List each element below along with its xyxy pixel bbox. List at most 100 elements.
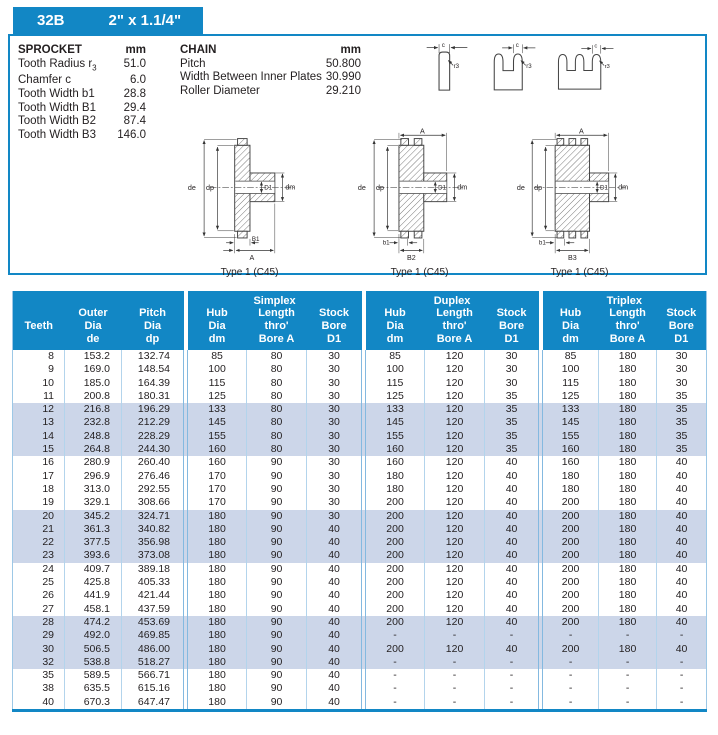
- dim-label: B3: [568, 254, 577, 262]
- table-cell: 115: [562, 376, 579, 389]
- spec-row: Width Between Inner Plates 30.990: [180, 71, 361, 85]
- dim-label: dm: [285, 184, 295, 192]
- table-cell: -: [542, 655, 599, 670]
- column-gap: [361, 469, 367, 483]
- table-cell: 180: [187, 615, 247, 630]
- table-cell: 180: [598, 522, 657, 537]
- table-cell: 566.71: [120, 669, 184, 683]
- column-gap: [183, 562, 189, 577]
- table-cell: 80: [246, 403, 307, 417]
- table-row: 20 345.2 324.71 180 90 30 200 120 40 200 180 40: [12, 509, 707, 523]
- triplex-section-drawing: A de dp D1 dm: [517, 127, 628, 262]
- table-cell: 40: [484, 469, 539, 483]
- table-cell: 40: [42, 695, 54, 708]
- sprocket-section-duplex-diagram: A de dp D1 dm: [352, 126, 487, 278]
- table-cell: 180: [598, 576, 657, 590]
- column-gap: [361, 403, 367, 417]
- table-cell: 90: [246, 469, 307, 483]
- column-gap: [538, 655, 544, 670]
- table-cell: 120: [424, 576, 485, 590]
- spec-label: Chamfer c: [18, 74, 72, 87]
- spec-label: Tooth Radius r3: [18, 57, 97, 72]
- spec-label: Tooth Width B3: [18, 128, 96, 141]
- spec-label: Roller Diameter: [180, 84, 260, 97]
- dim-label: dm: [618, 184, 628, 192]
- table-cell: 30: [306, 496, 362, 510]
- table-cell: 180: [598, 416, 657, 430]
- table-cell: 200.8: [64, 389, 122, 404]
- header-gap: [538, 307, 543, 350]
- table-cell: 40: [656, 615, 707, 630]
- table-cell: 437.59: [120, 602, 184, 616]
- column-gap: [183, 403, 189, 417]
- sprocket-dimension-table: Simplex Duplex Triplex Teeth Outer Dia de Pi…: [12, 291, 708, 713]
- table-row: 26 441.9 421.44 180 90 40 200 120 40 200 180 40: [13, 589, 707, 603]
- table-cell: 180: [208, 602, 226, 615]
- header-label-row: Teeth Outer Dia de Pitch Dia dp Hub Dia dm Length t…: [12, 307, 707, 350]
- table-cell: 115: [386, 376, 404, 389]
- table-cell: 90: [246, 642, 307, 656]
- table-cell: 180: [598, 602, 657, 616]
- column-gap: [183, 363, 189, 377]
- table-cell: 80: [246, 416, 307, 430]
- table-cell: 133: [542, 403, 599, 417]
- table-cell: 180: [561, 482, 580, 495]
- table-row: 29 492.0 469.85 180 90 40- - - - - -: [12, 629, 707, 643]
- table-cell: 180: [208, 562, 226, 575]
- column-gap: [538, 496, 544, 510]
- table-cell: 200: [542, 522, 599, 537]
- table-cell: 232.8: [64, 416, 122, 430]
- table-cell: -: [656, 669, 707, 683]
- table-cell: 32: [12, 655, 65, 670]
- table-cell: 29: [12, 629, 65, 643]
- table-cell: 200: [561, 589, 580, 602]
- table-cell: 80: [246, 363, 307, 377]
- table-cell: 30: [306, 416, 362, 430]
- table-cell: 185.0: [64, 376, 122, 390]
- column-gap: [538, 376, 544, 390]
- spec-label: Width Between Inner Plates: [180, 71, 322, 84]
- column-gap: [538, 429, 544, 444]
- table-cell: -: [424, 629, 485, 643]
- table-cell: 180: [187, 655, 247, 670]
- table-cell: 486.00: [120, 642, 184, 656]
- dim-label: de: [188, 184, 196, 192]
- sprocket-title: SPROCKET: [18, 44, 82, 56]
- header-gap: [183, 291, 188, 307]
- table-cell: 15: [12, 443, 65, 457]
- chain-size: 2" x 1.1/4": [108, 12, 182, 29]
- table-cell: 90: [246, 629, 307, 643]
- table-cell: 200: [365, 642, 425, 656]
- column-header: Hub Dia dm: [187, 307, 247, 350]
- spec-value: 87.4: [123, 115, 146, 128]
- table-cell: 120: [424, 469, 485, 483]
- column-header: Length thro' Bore A: [246, 307, 307, 350]
- table-cell: 30: [306, 363, 362, 377]
- table-cell: 373.08: [120, 549, 184, 563]
- table-cell: 180: [187, 522, 247, 537]
- table-cell: 292.55: [120, 482, 184, 497]
- table-cell: 670.3: [64, 695, 122, 711]
- dim-label: r3: [526, 63, 532, 70]
- dim-label: b1: [539, 240, 546, 247]
- table-cell: -: [598, 655, 657, 670]
- table-cell: 133: [187, 403, 247, 417]
- diagram-caption: Type 1 (C45): [220, 267, 279, 278]
- table-cell: 30: [306, 509, 362, 523]
- table-cell: 160: [561, 456, 580, 469]
- column-gap: [183, 509, 189, 523]
- table-cell: 80: [246, 389, 307, 404]
- table-cell: 40: [656, 496, 707, 510]
- table-cell: 40: [484, 549, 539, 563]
- sprocket-section-simplex-diagram: de dp D1 dm B1: [182, 126, 317, 278]
- table-cell: 361.3: [64, 522, 122, 537]
- table-cell: 180: [598, 443, 657, 457]
- table-cell: 120: [424, 536, 485, 550]
- table-cell: 180: [187, 509, 247, 523]
- table-cell: 100: [561, 363, 580, 376]
- column-gap: [361, 576, 367, 590]
- table-cell: 40: [306, 536, 362, 550]
- table-cell: -: [424, 695, 485, 711]
- table-cell: 28: [12, 615, 65, 630]
